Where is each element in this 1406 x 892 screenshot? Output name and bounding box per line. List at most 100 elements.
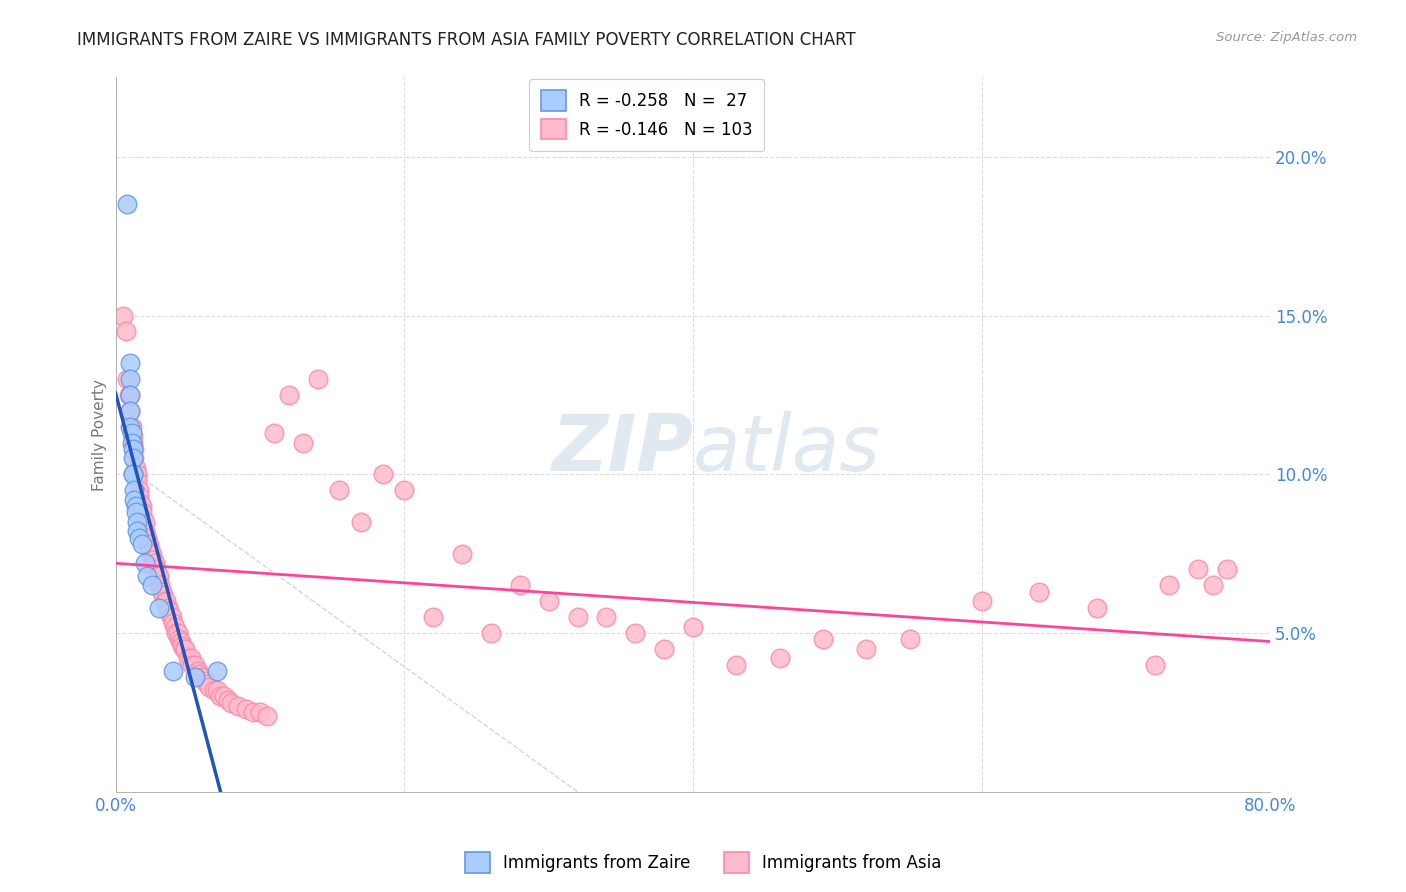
Point [132,511,155,525]
Point [277,388,299,402]
Point [173,641,195,656]
Point [157,604,180,618]
Point [263,425,285,440]
Point [191,670,214,684]
Point [120,403,142,417]
Point [307,372,329,386]
Point [292,435,315,450]
Point [170,639,193,653]
Point [141,578,163,592]
Point [166,626,188,640]
Point [595,610,617,624]
Point [125,461,148,475]
Point [127,515,149,529]
Text: atlas: atlas [693,411,882,487]
Point [422,610,444,624]
Point [184,657,207,672]
Point [537,594,560,608]
Point [256,708,278,723]
Point [153,594,176,608]
Point [217,692,239,706]
Point [149,578,172,592]
Text: IMMIGRANTS FROM ZAIRE VS IMMIGRANTS FROM ASIA FAMILY POVERTY CORRELATION CHART: IMMIGRANTS FROM ZAIRE VS IMMIGRANTS FROM… [77,31,856,49]
Point [174,641,197,656]
Point [122,467,145,482]
Point [811,632,834,647]
Point [114,325,136,339]
Point [128,483,150,497]
Point [152,588,174,602]
Point [124,492,146,507]
Point [122,429,145,443]
Point [160,610,183,624]
Point [1028,584,1050,599]
Point [127,474,149,488]
Point [855,641,877,656]
Point [1143,657,1166,672]
Point [898,632,921,647]
Point [136,531,159,545]
Point [328,483,350,497]
Point [177,651,200,665]
Point [235,702,257,716]
Point [139,543,162,558]
Legend: R = -0.258   N =  27, R = -0.146   N = 103: R = -0.258 N = 27, R = -0.146 N = 103 [529,78,765,151]
Point [208,690,231,704]
Point [125,499,148,513]
Point [122,435,145,450]
Point [184,670,207,684]
Point [115,372,138,386]
Point [169,635,191,649]
Point [624,626,647,640]
Point [350,515,373,529]
Point [725,657,748,672]
Point [249,706,271,720]
Point [121,435,143,450]
Point [181,657,204,672]
Point [148,578,170,592]
Point [1187,562,1209,576]
Point [1085,600,1108,615]
Point [195,677,218,691]
Point [120,356,142,370]
Point [122,442,145,456]
Point [134,556,156,570]
Point [124,442,146,456]
Text: Source: ZipAtlas.com: Source: ZipAtlas.com [1216,31,1357,45]
Point [159,610,181,624]
Point [163,619,186,633]
Point [682,619,704,633]
Point [138,537,160,551]
Point [451,547,474,561]
Point [205,664,228,678]
Point [768,651,790,665]
Point [120,388,142,402]
Point [1216,562,1239,576]
Point [509,578,531,592]
Text: ZIP: ZIP [551,411,693,487]
Point [212,690,235,704]
Point [1201,578,1223,592]
Point [188,667,211,681]
Point [143,556,166,570]
Point [162,616,184,631]
Point [155,594,177,608]
Point [1159,578,1181,592]
Point [146,569,169,583]
Point [194,673,217,688]
Point [120,372,142,386]
Point [148,569,170,583]
Point [122,467,145,482]
Point [652,641,675,656]
Point [134,524,156,539]
Point [125,505,148,519]
Point [124,483,146,497]
Point [141,547,163,561]
Point [127,467,149,482]
Point [124,451,146,466]
Point [136,569,159,583]
Point [128,531,150,545]
Point [118,388,141,402]
Y-axis label: Family Poverty: Family Poverty [93,378,107,491]
Point [148,600,170,615]
